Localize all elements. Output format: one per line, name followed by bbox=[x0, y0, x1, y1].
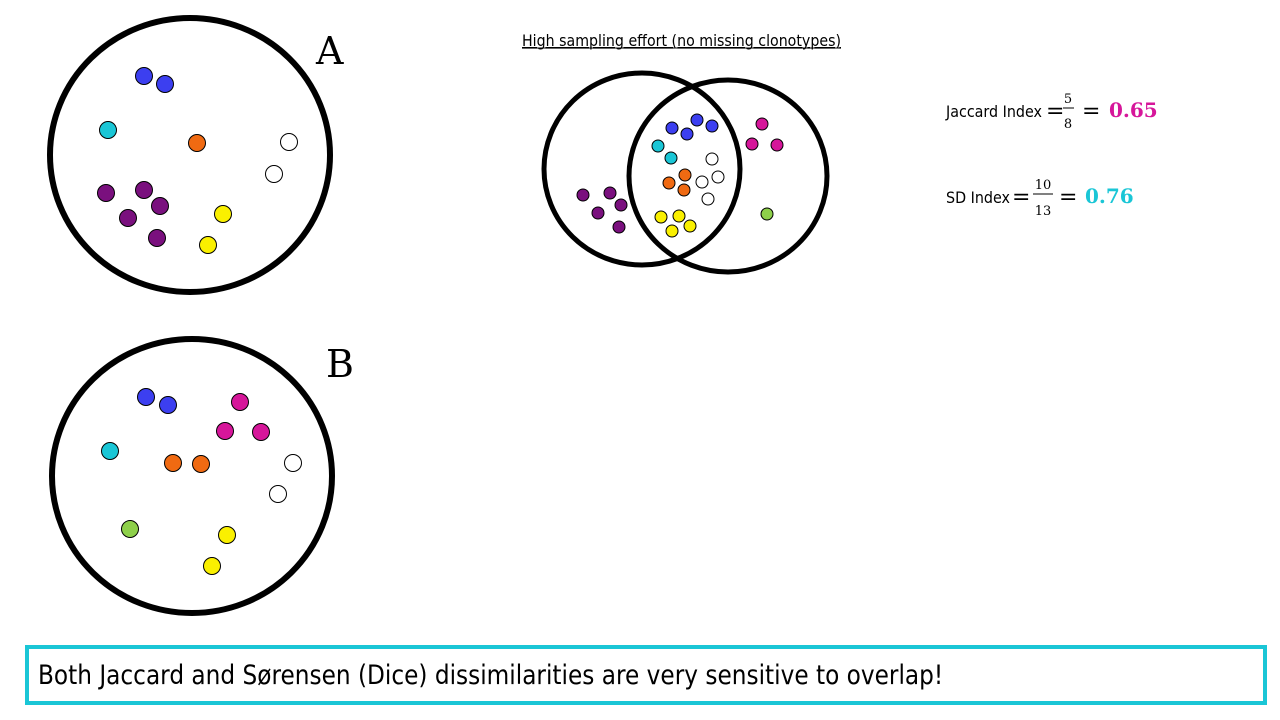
panel-b-magenta-dot bbox=[216, 422, 234, 440]
venn-overlap-cyan-dot bbox=[651, 139, 665, 153]
venn-overlap-white-dot bbox=[695, 175, 709, 189]
sd-result: 0.76 bbox=[1085, 184, 1134, 208]
sd-formula: SD Index = 10 13 = 0.76 bbox=[946, 178, 1134, 219]
venn-right-magenta-dot bbox=[755, 117, 769, 131]
panel-a-yellow-dot bbox=[199, 236, 217, 254]
venn-overlap-yellow-dot bbox=[672, 209, 686, 223]
callout-text: Both Jaccard and Sørensen (Dice) dissimi… bbox=[38, 660, 944, 691]
panel-a-purple-dot bbox=[148, 229, 166, 247]
panel-b-green-dot bbox=[121, 520, 139, 538]
panel-b-yellow-dot bbox=[218, 526, 236, 544]
jaccard-denominator: 8 bbox=[1064, 117, 1072, 132]
panel-a-blue-dot bbox=[156, 75, 174, 93]
venn-overlap-blue-dot bbox=[665, 121, 679, 135]
sd-denominator: 13 bbox=[1035, 204, 1052, 219]
panel-b-blue-dot bbox=[159, 396, 177, 414]
venn-overlap-yellow-dot bbox=[665, 224, 679, 238]
panel-b-white-dot bbox=[284, 454, 302, 472]
panel-a-purple-dot bbox=[97, 184, 115, 202]
venn-left-purple-dot bbox=[612, 220, 626, 234]
panel-a-purple-dot bbox=[135, 181, 153, 199]
venn-overlap-blue-dot bbox=[680, 127, 694, 141]
panel-b-magenta-dot bbox=[231, 393, 249, 411]
venn-dots bbox=[576, 113, 784, 238]
venn-overlap-orange-dot bbox=[662, 176, 676, 190]
venn-diagram: High sampling effort (no missing clonoty… bbox=[522, 31, 841, 275]
venn-overlap-blue-dot bbox=[690, 113, 704, 127]
panel-b-dots bbox=[101, 388, 302, 575]
panel-b-label: B bbox=[326, 342, 354, 386]
panel-b: B bbox=[49, 336, 354, 616]
panel-b-blue-dot bbox=[137, 388, 155, 406]
sd-equals-2: = bbox=[1059, 185, 1077, 210]
panel-b-yellow-dot bbox=[203, 557, 221, 575]
venn-left-purple-dot bbox=[614, 198, 628, 212]
venn-overlap-yellow-dot bbox=[683, 219, 697, 233]
sd-label: SD Index bbox=[946, 188, 1010, 207]
panel-b-circle bbox=[49, 336, 335, 616]
sd-numerator: 10 bbox=[1035, 178, 1052, 193]
venn-overlap-orange-dot bbox=[677, 183, 691, 197]
venn-left-purple-dot bbox=[576, 188, 590, 202]
panel-b-cyan-dot bbox=[101, 442, 119, 460]
venn-overlap-white-dot bbox=[705, 152, 719, 166]
venn-overlap-white-dot bbox=[711, 170, 725, 184]
venn-right-green-dot bbox=[760, 207, 774, 221]
venn-title: High sampling effort (no missing clonoty… bbox=[522, 31, 841, 50]
venn-left-purple-dot bbox=[591, 206, 605, 220]
venn-overlap-blue-dot bbox=[705, 119, 719, 133]
jaccard-equals-2: = bbox=[1082, 99, 1100, 124]
panel-a-white-dot bbox=[265, 165, 283, 183]
venn-left-circle bbox=[541, 70, 743, 268]
venn-right-magenta-dot bbox=[770, 138, 784, 152]
jaccard-equals-1: = bbox=[1046, 99, 1064, 124]
panel-a-white-dot bbox=[280, 133, 298, 151]
jaccard-label: Jaccard Index bbox=[945, 102, 1042, 121]
sd-equals-1: = bbox=[1012, 185, 1030, 210]
jaccard-numerator: 5 bbox=[1064, 92, 1072, 107]
jaccard-formula: Jaccard Index = 5 8 = 0.65 bbox=[945, 92, 1158, 132]
venn-overlap-yellow-dot bbox=[654, 210, 668, 224]
jaccard-result: 0.65 bbox=[1109, 98, 1158, 122]
panel-a-yellow-dot bbox=[214, 205, 232, 223]
venn-left-purple-dot bbox=[603, 186, 617, 200]
panel-a-purple-dot bbox=[119, 209, 137, 227]
panel-b-magenta-dot bbox=[252, 423, 270, 441]
panel-a-orange-dot bbox=[188, 134, 206, 152]
venn-right-circle bbox=[626, 77, 830, 275]
panel-a-cyan-dot bbox=[99, 121, 117, 139]
venn-right-magenta-dot bbox=[745, 137, 759, 151]
venn-overlap-cyan-dot bbox=[664, 151, 678, 165]
panel-b-orange-dot bbox=[164, 454, 182, 472]
panel-a-blue-dot bbox=[135, 67, 153, 85]
panel-a: A bbox=[47, 15, 344, 295]
panel-b-orange-dot bbox=[192, 455, 210, 473]
venn-overlap-white-dot bbox=[701, 192, 715, 206]
panel-b-white-dot bbox=[269, 485, 287, 503]
callout-box: Both Jaccard and Sørensen (Dice) dissimi… bbox=[25, 645, 1267, 705]
panel-a-label: A bbox=[315, 29, 344, 73]
panel-a-purple-dot bbox=[151, 197, 169, 215]
panel-a-dots bbox=[97, 67, 298, 254]
venn-overlap-orange-dot bbox=[678, 168, 692, 182]
panel-a-circle bbox=[47, 15, 333, 295]
